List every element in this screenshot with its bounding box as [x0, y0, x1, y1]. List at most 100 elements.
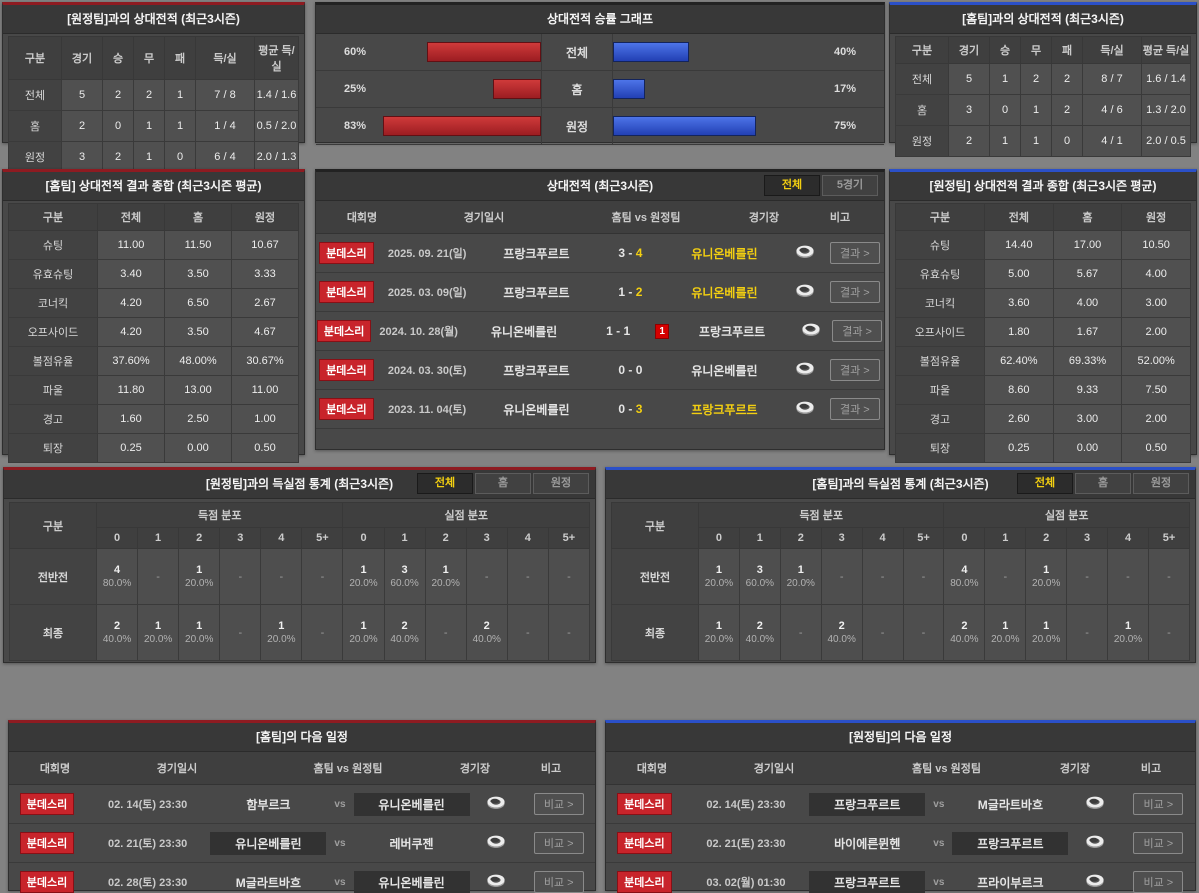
tab-all[interactable]: 전체	[1017, 473, 1073, 494]
count-value: 2	[483, 620, 490, 632]
league-badge: 분데스리	[19, 871, 75, 893]
row-label: 최종	[9, 604, 97, 661]
match-date: 2025. 03. 09(일)	[387, 287, 467, 299]
stadium-cell	[783, 244, 825, 262]
stadium-icon[interactable]	[794, 361, 816, 376]
cell-value: 1.6 / 1.4	[1141, 63, 1191, 95]
compare-button[interactable]: 비교 >	[1133, 793, 1184, 815]
tab-home[interactable]: 홈	[1075, 473, 1131, 494]
group-header: 실점 분포	[342, 502, 590, 528]
compare-button[interactable]: 비교 >	[533, 871, 584, 893]
home-team-name: 프랑크푸르트	[809, 792, 926, 816]
count-value: 1	[442, 564, 449, 576]
table-row: 퇴장 0.25 0.00 0.50	[8, 433, 299, 463]
table-row: 최종 2 40.0% 1 20.0% 1 20.0% - 1 20.0% - 1 20.0% 2 40.0%…	[9, 604, 591, 661]
percent-value: 20.0%	[991, 634, 1020, 645]
stadium-cell	[783, 283, 825, 301]
column-header: 경기일시	[753, 763, 795, 775]
row-label: 원정	[8, 141, 62, 173]
result-button[interactable]: 결과 >	[830, 242, 880, 264]
league-badge: 분데스리	[316, 320, 372, 342]
tab-away[interactable]: 원정	[533, 473, 589, 494]
stadium-icon[interactable]	[485, 795, 507, 810]
tab-5games[interactable]: 5경기	[822, 175, 878, 196]
league-cell: 분데스리	[316, 320, 372, 342]
stadium-icon[interactable]	[794, 283, 816, 298]
cell-value: 14.40	[984, 230, 1054, 260]
column-header: 경기일시	[463, 212, 505, 224]
empty-value: -	[1167, 626, 1171, 639]
compare-button[interactable]: 비교 >	[533, 793, 584, 815]
compare-button[interactable]: 비교 >	[1133, 871, 1184, 893]
distribution-cell: -	[779, 604, 822, 661]
percent-value: 40.0%	[950, 634, 979, 645]
match-date: 2024. 10. 28(월)	[379, 326, 458, 338]
percent-value: 20.0%	[349, 578, 378, 589]
note-cell: 비교 >	[522, 871, 595, 893]
count-value: 1	[1043, 620, 1050, 632]
column-header: 전체	[984, 203, 1054, 231]
distribution-cell: 1 20.0%	[984, 604, 1027, 661]
schedule-row: 분데스리 02. 21(토) 23:30 유니온베를린 vs 레버쿠젠 비교 >	[9, 824, 595, 863]
table-row: 유효슈팅 5.00 5.67 4.00	[895, 259, 1191, 289]
away-team-name: 유니온베를린	[353, 792, 470, 816]
result-button[interactable]: 결과 >	[830, 281, 880, 303]
column-header: 승	[102, 36, 134, 80]
compare-button[interactable]: 비교 >	[1133, 832, 1184, 854]
cell-value: 0.00	[1052, 433, 1123, 463]
teams-cell: 프랑크푸르트 3 - 4 유니온베를린	[477, 245, 783, 262]
league-badge: 분데스리	[19, 793, 75, 815]
cell-value: 48.00%	[164, 346, 232, 376]
tab-all[interactable]: 전체	[764, 175, 820, 196]
home-bar-zone: 25%	[316, 71, 541, 107]
compare-button[interactable]: 비교 >	[533, 832, 584, 854]
stadium-icon[interactable]	[1084, 834, 1106, 849]
column-header: 구분	[895, 203, 985, 231]
stadium-icon[interactable]	[485, 834, 507, 849]
chart-category-label: 전체	[541, 34, 613, 70]
row-label: 오프사이드	[895, 317, 985, 347]
away-team-name: 유니온베를린	[691, 285, 758, 300]
result-button[interactable]: 결과 >	[830, 398, 880, 420]
count-value: 1	[196, 620, 203, 632]
panel-title-text: 상대전적 (최근3시즌)	[546, 179, 654, 193]
vs-label: vs	[933, 798, 945, 810]
home-team-name: 유니온베를린	[490, 324, 558, 339]
stadium-icon[interactable]	[1084, 873, 1106, 888]
tab-all[interactable]: 전체	[417, 473, 473, 494]
stadium-cell	[470, 873, 523, 891]
cell-value: 1 / 4	[195, 110, 255, 142]
empty-value: -	[839, 570, 844, 583]
stadium-icon[interactable]	[794, 400, 816, 415]
distribution-cell: -	[219, 548, 262, 605]
stadium-icon[interactable]	[1084, 795, 1106, 810]
percent-value: 20.0%	[704, 634, 734, 645]
cell-value: 3	[61, 141, 103, 173]
score-column-header: 1	[137, 527, 180, 549]
note-cell: 결과 >	[826, 281, 884, 303]
cell-value: 2.00	[1121, 404, 1191, 434]
column-header: 승	[989, 36, 1021, 64]
cell-value: 5.67	[1052, 259, 1123, 289]
row-label: 파울	[895, 375, 985, 405]
row-label: 코너킥	[8, 288, 98, 318]
cell-value: 1	[989, 125, 1021, 157]
distribution-cell: 3 60.0%	[738, 548, 781, 605]
distribution-cell: 1 20.0%	[698, 548, 740, 605]
count-value: 2	[756, 620, 763, 632]
table-row: 코너킥 3.60 4.00 3.00	[895, 288, 1191, 318]
result-button[interactable]: 결과 >	[832, 320, 882, 342]
away-schedule-rows: 분데스리 02. 14(토) 23:30 프랑크푸르트 vs M글라트바흐 비교 > 분데스…	[606, 785, 1195, 893]
cell-value: 4.20	[97, 288, 165, 318]
tab-home[interactable]: 홈	[475, 473, 531, 494]
stadium-icon[interactable]	[485, 873, 507, 888]
league-badge: 분데스리	[319, 281, 374, 303]
cell-value: 11.80	[97, 375, 165, 405]
stadium-icon[interactable]	[794, 244, 816, 259]
stadium-icon[interactable]	[800, 322, 822, 337]
tab-away[interactable]: 원정	[1133, 473, 1189, 494]
cell-value: 2	[133, 79, 165, 111]
percent-value: 40.0%	[390, 634, 419, 645]
result-button[interactable]: 결과 >	[830, 359, 880, 381]
